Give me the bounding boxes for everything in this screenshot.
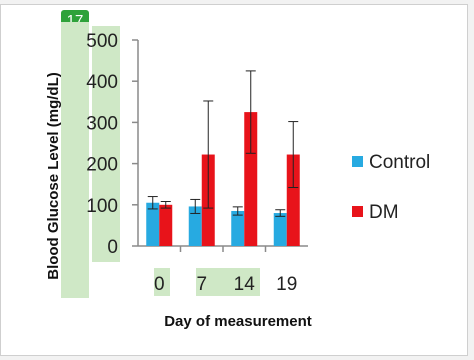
y-tick-label-200: 200 — [86, 155, 118, 176]
bar-control-0 — [146, 202, 160, 246]
y-tick-label-0: 0 — [107, 237, 118, 258]
y-axis-title: Blood Glucose Level (mg/dL) — [45, 72, 62, 280]
y-tick-label-300: 300 — [86, 113, 118, 134]
bar-control-14 — [231, 210, 245, 246]
legend-swatch-dm — [352, 206, 363, 217]
bar-control-7 — [188, 206, 202, 246]
x-tick-label-19: 19 — [276, 274, 297, 295]
legend-label-control: Control — [369, 152, 430, 173]
y-tick-highlight — [92, 26, 120, 262]
bar-dm-0 — [159, 204, 173, 246]
legend-label-dm: DM — [369, 202, 399, 223]
x-tick-label-7: 7 — [196, 274, 207, 295]
y-tick-label-500: 500 — [86, 31, 118, 52]
legend-swatch-control — [352, 156, 363, 167]
bar-dm-19 — [286, 154, 300, 246]
x-tick-highlight-0 — [154, 268, 170, 296]
bar-dm-14 — [244, 112, 258, 246]
y-label-highlight — [61, 22, 89, 298]
bar-control-19 — [273, 213, 287, 246]
y-tick-label-400: 400 — [86, 72, 118, 93]
x-axis-title: Day of measurement — [164, 313, 312, 330]
x-tick-label-14: 14 — [234, 274, 256, 295]
y-tick-label-100: 100 — [86, 196, 118, 217]
x-tick-highlight-7-14 — [196, 268, 260, 296]
x-tick-label-0: 0 — [154, 274, 165, 295]
